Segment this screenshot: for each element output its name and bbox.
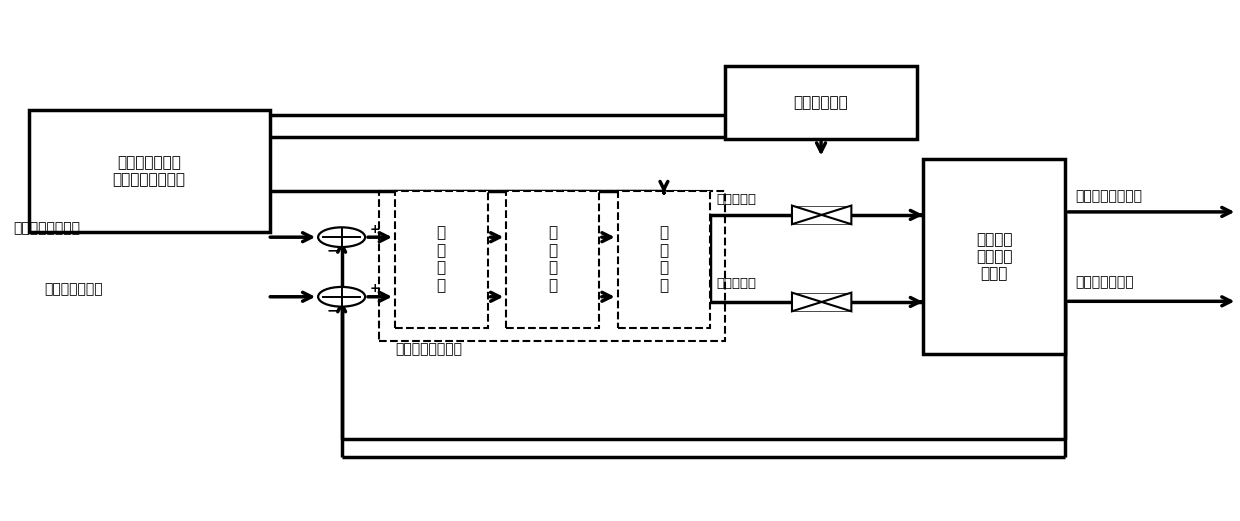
Text: 氢气进气阀: 氢气进气阀 — [717, 193, 756, 206]
Polygon shape — [792, 206, 822, 224]
Text: 燃料利用率设定值: 燃料利用率设定值 — [14, 221, 81, 235]
Text: 输出电压设定值: 输出电压设定值 — [45, 282, 103, 296]
Text: 阀门幅度、速率
及燃料利用率约束: 阀门幅度、速率 及燃料利用率约束 — [113, 155, 186, 188]
Polygon shape — [792, 293, 822, 311]
Text: 固体氧化
物燃料电
池系统: 固体氧化 物燃料电 池系统 — [976, 232, 1013, 281]
Bar — [618, 191, 711, 328]
Text: 负载电阻扰动: 负载电阻扰动 — [794, 95, 848, 110]
Text: 扩
增
预
测: 扩 增 预 测 — [548, 226, 557, 293]
Bar — [923, 159, 1065, 354]
Bar — [378, 191, 725, 341]
Polygon shape — [822, 206, 852, 224]
Text: 约
束
优
化: 约 束 优 化 — [660, 226, 668, 293]
Polygon shape — [822, 293, 852, 311]
Text: 反
馈
校
正: 反 馈 校 正 — [436, 226, 446, 293]
Text: 燃料利用率测量值: 燃料利用率测量值 — [1075, 189, 1142, 203]
Text: −: − — [327, 243, 339, 257]
Circle shape — [319, 287, 365, 307]
Text: 空气进气阀: 空气进气阀 — [717, 277, 756, 290]
Text: −: − — [327, 303, 339, 317]
Bar — [394, 191, 487, 328]
Text: 电压输出测量值: 电压输出测量值 — [1075, 275, 1133, 289]
Bar — [29, 110, 270, 232]
Text: +: + — [370, 222, 381, 235]
Bar — [725, 66, 916, 139]
Text: 多变量预测控制器: 多变量预测控制器 — [394, 343, 461, 357]
Bar — [506, 191, 599, 328]
Circle shape — [319, 227, 365, 247]
Text: +: + — [370, 282, 381, 295]
